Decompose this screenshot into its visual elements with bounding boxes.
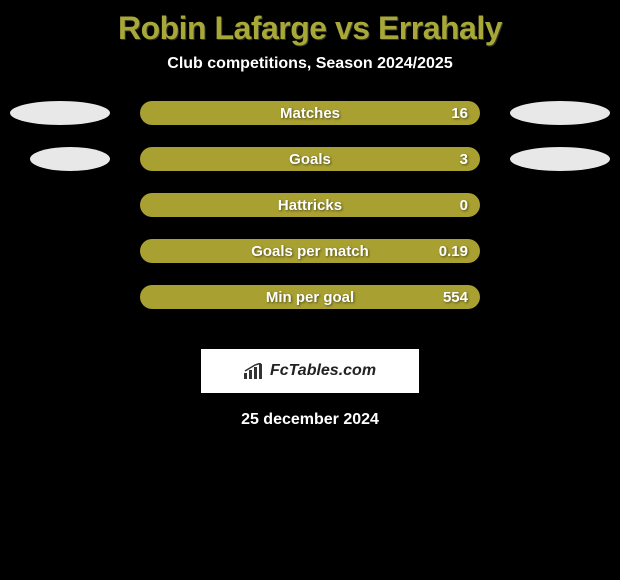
stat-row-matches: Matches 16 [0, 101, 620, 147]
stat-bar: Matches 16 [140, 101, 480, 125]
logo-box[interactable]: FcTables.com [201, 349, 419, 393]
stats-section: Matches 16 Goals 3 Hattricks 0 Goals per… [0, 101, 620, 331]
stat-label: Hattricks [278, 197, 342, 214]
subtitle: Club competitions, Season 2024/2025 [0, 55, 620, 73]
main-container: Robin Lafarge vs Errahaly Club competiti… [0, 0, 620, 429]
ellipse-right-icon [510, 101, 610, 125]
stat-value: 554 [443, 289, 468, 306]
stat-value: 0.19 [439, 243, 468, 260]
stat-row-goals: Goals 3 [0, 147, 620, 193]
stat-bar: Goals 3 [140, 147, 480, 171]
stat-bar: Min per goal 554 [140, 285, 480, 309]
ellipse-left-icon [10, 101, 110, 125]
stat-label: Min per goal [266, 289, 354, 306]
logo: FcTables.com [244, 362, 376, 380]
chart-icon [244, 363, 264, 379]
stat-label: Goals [289, 151, 331, 168]
stat-row-goals-per-match: Goals per match 0.19 [0, 239, 620, 285]
stat-value: 16 [451, 105, 468, 122]
logo-text: FcTables.com [270, 362, 376, 380]
ellipse-left-icon [30, 147, 110, 171]
stat-bar: Hattricks 0 [140, 193, 480, 217]
stat-row-hattricks: Hattricks 0 [0, 193, 620, 239]
page-title: Robin Lafarge vs Errahaly [0, 10, 620, 47]
stat-value: 3 [460, 151, 468, 168]
stat-value: 0 [460, 197, 468, 214]
stat-label: Matches [280, 105, 340, 122]
ellipse-right-icon [510, 147, 610, 171]
date-label: 25 december 2024 [0, 411, 620, 429]
stat-row-min-per-goal: Min per goal 554 [0, 285, 620, 331]
stat-bar: Goals per match 0.19 [140, 239, 480, 263]
stat-label: Goals per match [251, 243, 369, 260]
